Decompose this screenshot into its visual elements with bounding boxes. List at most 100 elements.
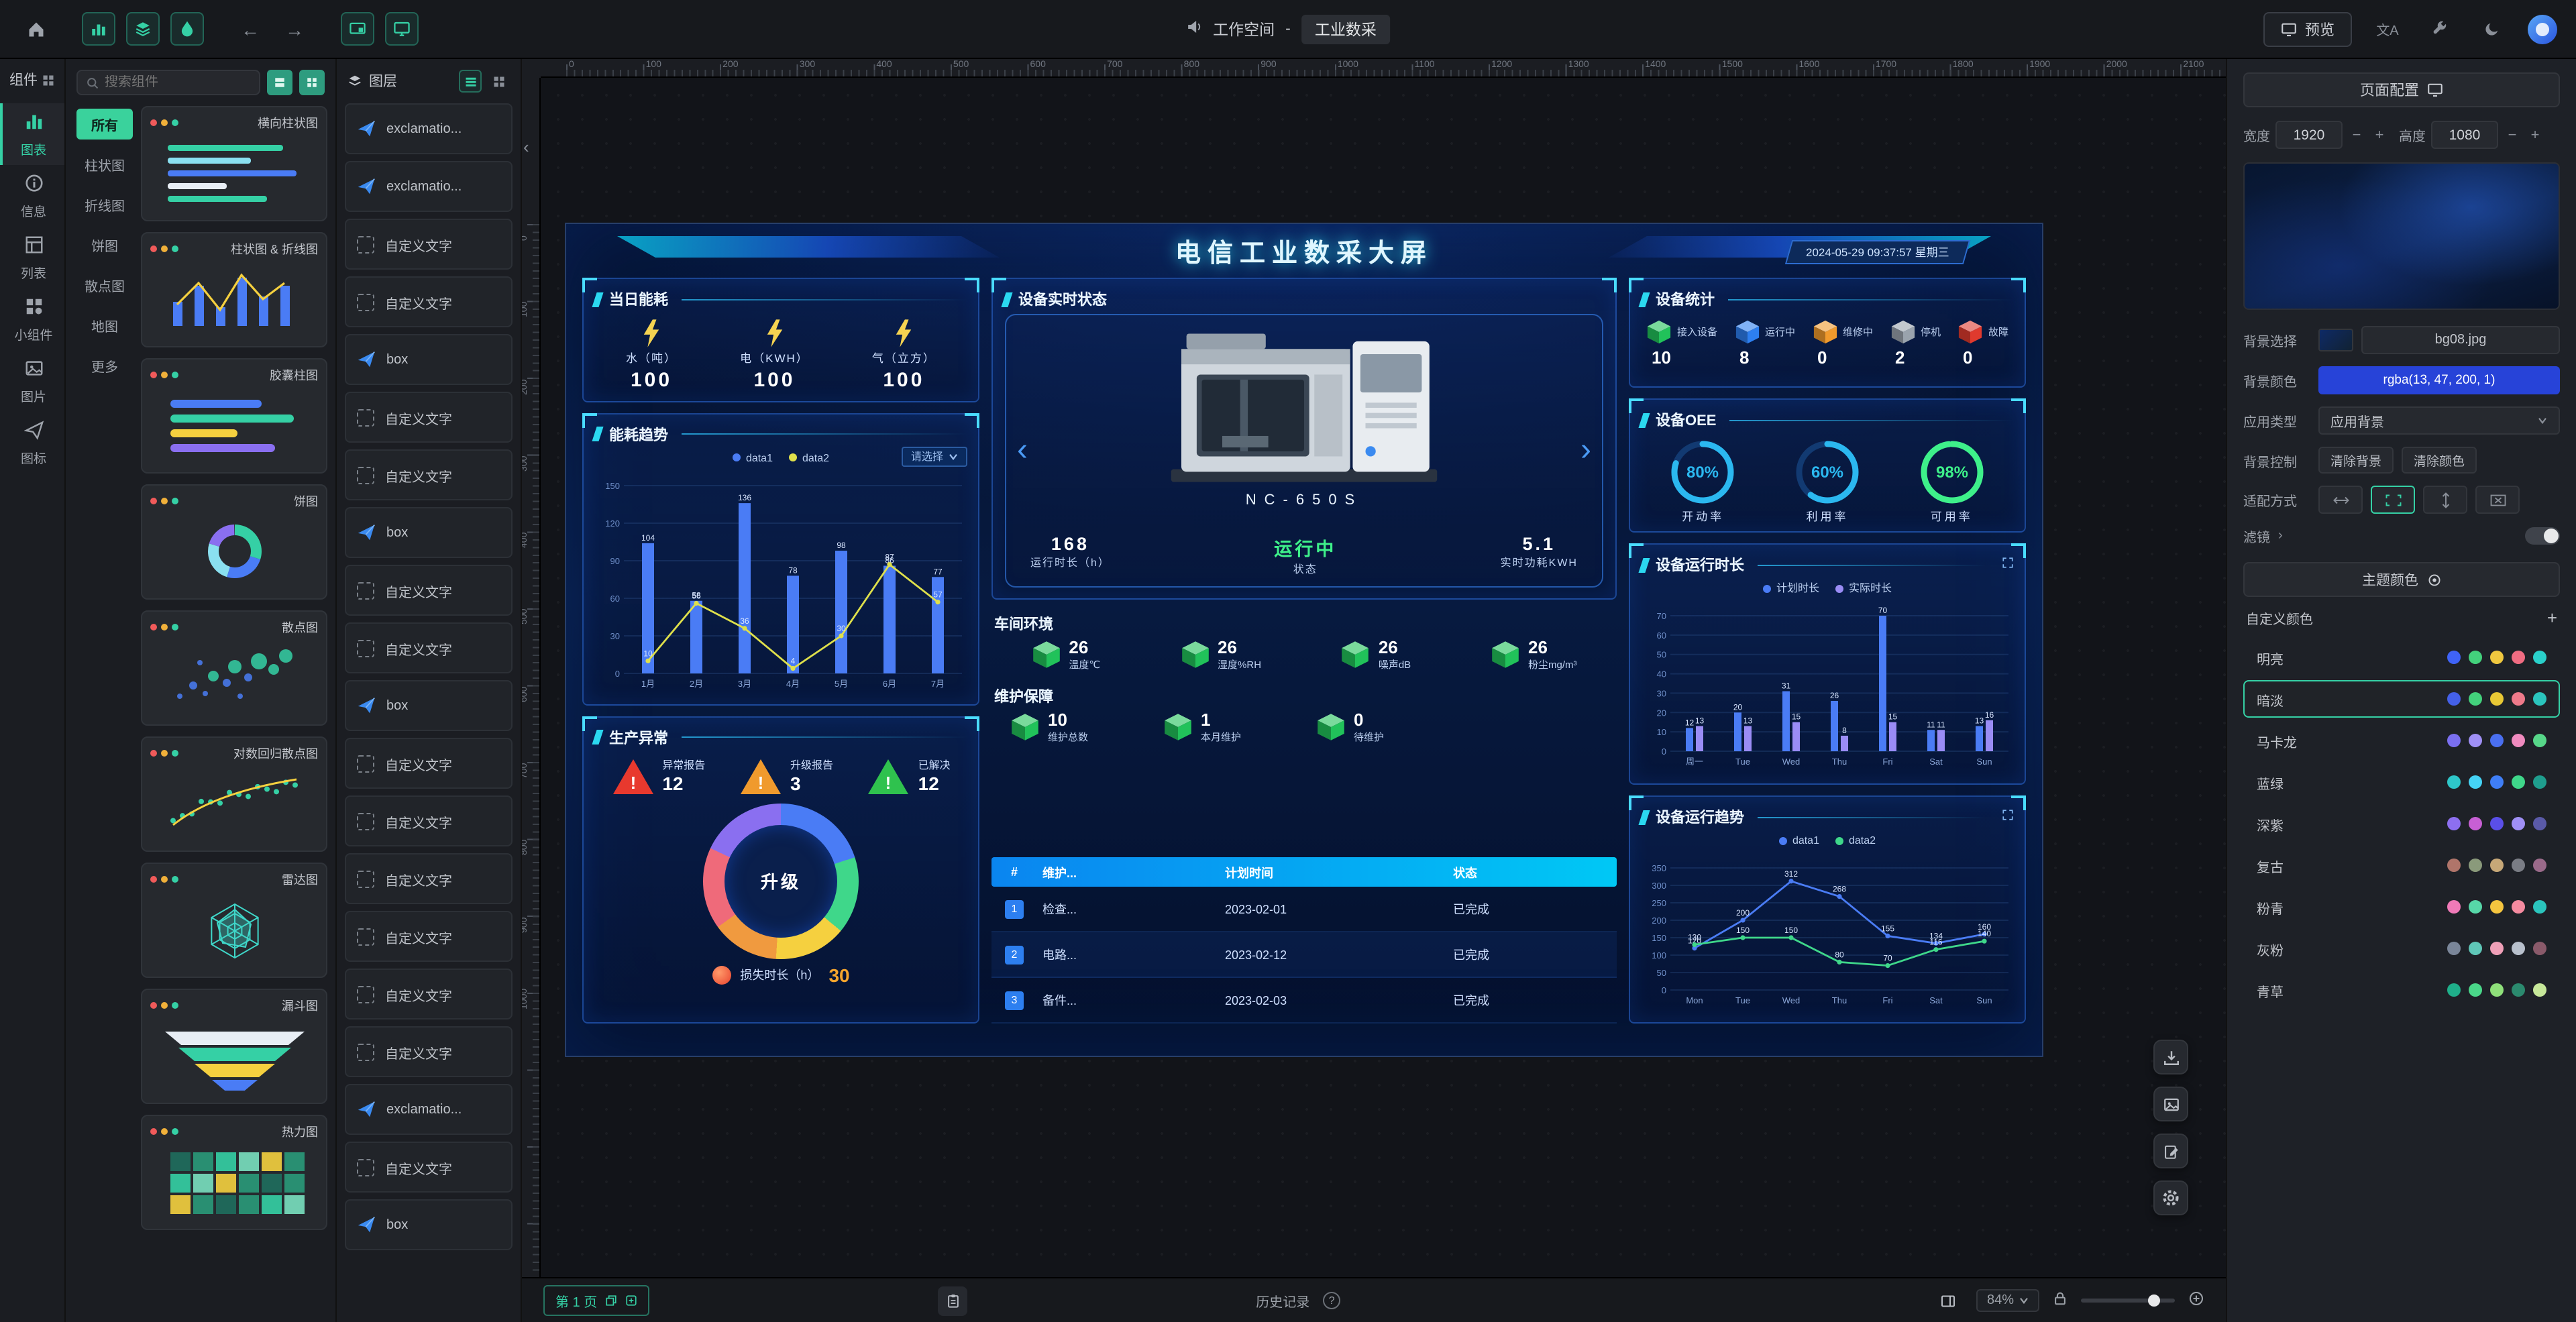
category-5[interactable]: 地图	[91, 321, 118, 335]
panel-device-oee[interactable]: 设备OEE 80% 开动率 60% 利用率 98% 可用率	[1629, 398, 2026, 533]
layers-tool-icon[interactable]	[126, 12, 160, 46]
component-card-7[interactable]: 漏斗图	[141, 989, 327, 1104]
panel-device-stats[interactable]: 设备统计 接入设备 10 运行中 8 维修中 0 停机 2 故障 0	[1629, 278, 2026, 388]
theme-row-2[interactable]: 马卡龙	[2243, 722, 2560, 759]
history-button[interactable]: 历史记录	[1256, 1296, 1310, 1311]
clipboard-icon[interactable]	[938, 1286, 968, 1315]
layer-item-5[interactable]: 自定义文字	[345, 392, 513, 443]
component-card-8[interactable]: 热力图	[141, 1115, 327, 1230]
component-card-3[interactable]: 饼图	[141, 484, 327, 600]
breadcrumb-project[interactable]: 工业数采	[1301, 14, 1390, 44]
layer-item-9[interactable]: 自定义文字	[345, 622, 513, 673]
width-increase-button[interactable]: +	[2375, 127, 2384, 143]
table-row[interactable]: 2 电路... 2023-02-12 已完成	[991, 932, 1617, 978]
sidebar-item-3[interactable]: 小组件	[0, 288, 64, 350]
bg-image-swatch[interactable]	[2318, 329, 2353, 351]
panel-production-abnormal[interactable]: 生产异常 ! 异常报告 12! 升级报告 3! 已解决 12 升级 损失时长（h） 30	[582, 716, 979, 1024]
theme-row-3[interactable]: 蓝绿	[2243, 763, 2560, 801]
height-input[interactable]: 1080	[2431, 121, 2498, 149]
sidebar-item-1[interactable]: 信息	[0, 165, 64, 227]
legend-item[interactable]: data1	[1778, 834, 1819, 846]
filter-expand-arrow[interactable]: ›	[2278, 529, 2283, 543]
user-avatar[interactable]	[2528, 14, 2557, 44]
lock-icon[interactable]	[2053, 1290, 2068, 1311]
theme-row-4[interactable]: 深紫	[2243, 805, 2560, 842]
theme-row-7[interactable]: 灰粉	[2243, 930, 2560, 967]
collapse-layers-button[interactable]: ‹	[523, 137, 529, 157]
zoom-in-icon[interactable]	[2188, 1290, 2204, 1311]
fit-height-button[interactable]	[2423, 486, 2467, 514]
theme-row-1[interactable]: 暗淡	[2243, 680, 2560, 718]
preview-button[interactable]: 预览	[2263, 11, 2352, 46]
panel-energy-trend[interactable]: 能耗趋势 data1 data2 请选择 0 30 60 90 120 150 1月 2月 3月 4…	[582, 412, 979, 706]
theme-row-5[interactable]: 复古	[2243, 846, 2560, 884]
category-0[interactable]: 所有	[76, 109, 133, 140]
category-1[interactable]: 柱状图	[85, 160, 125, 174]
redo-forward-icon[interactable]: →	[285, 18, 304, 40]
settings-gear-icon[interactable]	[2153, 1180, 2188, 1215]
clear-color-button[interactable]: 清除颜色	[2402, 447, 2477, 474]
image-export-icon[interactable]	[2153, 1087, 2188, 1121]
layers-grid-view-toggle[interactable]	[487, 70, 510, 93]
tools-wrench-icon[interactable]	[2423, 12, 2457, 46]
layer-item-18[interactable]: 自定义文字	[345, 1142, 513, 1193]
chart-select-dropdown[interactable]: 请选择	[902, 446, 967, 467]
height-decrease-button[interactable]: −	[2508, 127, 2517, 143]
component-search[interactable]	[76, 70, 260, 95]
legend-item[interactable]: 计划时长	[1763, 581, 1819, 596]
filter-toggle[interactable]	[2525, 527, 2560, 545]
fit-screen-button[interactable]	[2371, 486, 2415, 514]
theme-row-6[interactable]: 粉青	[2243, 888, 2560, 926]
maintenance-table[interactable]: # 维护... 计划时间 状态 1 检查... 2023-02-01 已完成 2 电路... 202…	[991, 857, 1617, 1024]
category-4[interactable]: 散点图	[85, 280, 125, 295]
panel-layout-icon[interactable]	[1933, 1286, 1963, 1315]
bg-color-value-button[interactable]: rgba(13, 47, 200, 1)	[2318, 366, 2560, 394]
layer-item-19[interactable]: box	[345, 1199, 513, 1250]
theme-color-button[interactable]: 主题颜色	[2243, 562, 2560, 597]
component-card-2[interactable]: 胶囊柱图	[141, 358, 327, 474]
theme-drop-icon[interactable]	[170, 12, 204, 46]
layer-item-6[interactable]: 自定义文字	[345, 449, 513, 500]
width-decrease-button[interactable]: −	[2352, 127, 2361, 143]
component-card-6[interactable]: 雷达图	[141, 863, 327, 978]
layer-item-15[interactable]: 自定义文字	[345, 969, 513, 1020]
edit-note-icon[interactable]	[2153, 1134, 2188, 1168]
component-card-5[interactable]: 对数回归散点图	[141, 736, 327, 852]
legend-item[interactable]: data2	[789, 452, 829, 464]
layer-item-7[interactable]: box	[345, 507, 513, 558]
layer-item-10[interactable]: box	[345, 680, 513, 731]
view-single-column-button[interactable]	[267, 70, 292, 95]
height-increase-button[interactable]: +	[2530, 127, 2540, 143]
theme-row-8[interactable]: 青草	[2243, 971, 2560, 1009]
zoom-slider[interactable]	[2081, 1295, 2175, 1307]
width-input[interactable]: 1920	[2275, 121, 2343, 149]
category-3[interactable]: 饼图	[91, 240, 118, 255]
expand-icon[interactable]	[2002, 809, 2014, 825]
add-custom-color-button[interactable]: +	[2546, 608, 2557, 628]
translate-icon[interactable]: 文A	[2376, 24, 2399, 39]
help-icon[interactable]: ?	[1323, 1292, 1341, 1309]
page-config-button[interactable]: 页面配置	[2243, 72, 2560, 107]
layer-item-2[interactable]: 自定义文字	[345, 219, 513, 270]
layer-item-0[interactable]: exclamatio...	[345, 103, 513, 154]
component-card-1[interactable]: 柱状图 & 折线图	[141, 232, 327, 347]
no-scale-button[interactable]	[2475, 486, 2520, 514]
layer-item-11[interactable]: 自定义文字	[345, 738, 513, 789]
component-card-4[interactable]: 散点图	[141, 610, 327, 726]
legend-item[interactable]: data1	[732, 452, 773, 464]
expand-icon[interactable]	[2002, 557, 2014, 573]
panel-daily-energy[interactable]: 当日能耗 水（吨） 100 电（KWH） 100 气（立方） 100	[582, 278, 979, 402]
legend-item[interactable]: 实际时长	[1835, 581, 1892, 596]
view-grid-button[interactable]	[299, 70, 325, 95]
fit-width-button[interactable]	[2318, 486, 2363, 514]
legend-item[interactable]: data2	[1835, 834, 1876, 846]
zoom-select[interactable]: 84%	[1976, 1289, 2039, 1312]
sidebar-item-4[interactable]: 图片	[0, 350, 64, 412]
widescreen-icon[interactable]	[341, 12, 374, 46]
layers-list-view-toggle[interactable]	[459, 70, 482, 93]
table-row[interactable]: 1 检查... 2023-02-01 已完成	[991, 887, 1617, 932]
undo-back-icon[interactable]: ←	[241, 18, 260, 40]
category-2[interactable]: 折线图	[85, 200, 125, 215]
dark-mode-moon-icon[interactable]	[2475, 12, 2509, 46]
carousel-prev-button[interactable]: ‹	[1017, 431, 1028, 468]
